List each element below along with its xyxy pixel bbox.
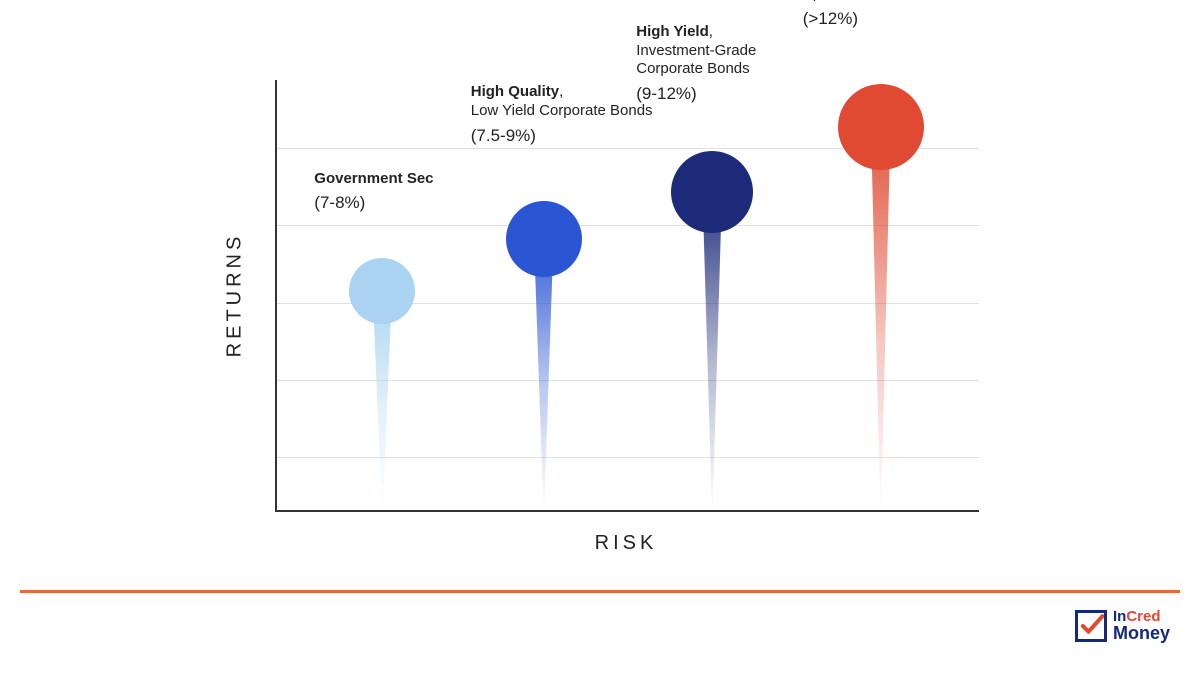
pin-circle-icon [506,201,582,277]
gridline [277,380,979,381]
pin-circle-icon [671,151,753,233]
plot-area: Government Sec (7-8%) High Quality,Low Yie… [275,80,979,512]
logo-text: InCred Money [1113,610,1170,641]
pin-very-high-yield: Very High YieldSpeculative/Junk Bonds(>1… [838,84,924,170]
pin-circle-icon [349,258,415,324]
pin-high-yield: High Yield,Investment-Grade Corporate Bo… [671,151,753,233]
pin-label-range: (>12%) [803,8,993,29]
pin-label-sub: Low Yield Corporate Bonds [471,102,661,121]
pin-gov-sec: Government Sec(7-8%) [349,258,415,324]
pin-label-title: Government Sec [314,170,504,189]
pin-label-high-quality: High Quality,Low Yield Corporate Bonds (7… [471,83,661,146]
pin-tail-icon [535,239,553,510]
logo-line2: Money [1113,625,1170,642]
pin-label-sub: Investment-Grade Corporate Bonds [636,42,826,80]
pin-label-gov-sec: Government Sec (7-8%) [314,170,504,214]
x-axis-label: RISK [595,532,658,555]
pin-label-sub: Speculative/Junk Bonds [803,0,993,4]
pin-label-range: (7-8%) [314,192,504,213]
pin-high-quality: High Quality,Low Yield Corporate Bonds(7… [506,201,582,277]
pin-label-range: (7.5-9%) [471,125,661,146]
footer-rule [20,590,1180,593]
pin-tail-icon [703,192,721,510]
pin-label-title: High Quality, [471,83,661,102]
pin-label-high-yield: High Yield,Investment-Grade Corporate Bo… [636,23,826,105]
risk-return-chart: Government Sec (7-8%) High Quality,Low Yie… [0,0,1200,676]
incred-money-logo: InCred Money [1075,610,1170,642]
gridline [277,457,979,458]
pin-label-very-high-yield: Very High YieldSpeculative/Junk Bonds(>1… [803,0,993,29]
pin-circle-icon [838,84,924,170]
logo-checkbox-icon [1075,610,1107,642]
pin-label-title: High Yield, [636,23,826,42]
gridline [277,225,979,226]
pin-label-range: (9-12%) [636,83,826,104]
y-axis-label: RETURNS [224,233,247,358]
pin-tail-icon [872,127,890,510]
